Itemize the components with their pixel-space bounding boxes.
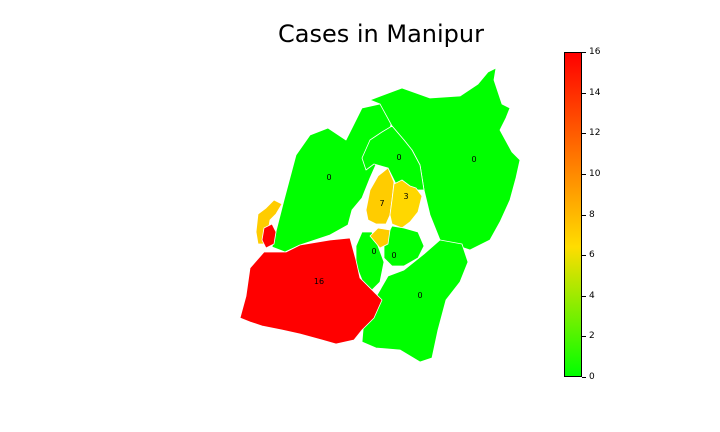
colorbar-tick-label: 10 [589,168,601,179]
district-chandel [361,239,469,363]
colorbar-tick: 12 [582,127,622,139]
colorbar-tick-label: 14 [589,87,601,98]
colorbar-tick: 8 [582,209,622,221]
colorbar-tick: 4 [582,290,622,302]
colorbar-tick-label: 8 [589,209,595,220]
district-imphal-west-exclave [369,227,391,249]
district-label-senapati: 0 [326,173,331,182]
district-churachandpur-exclave [261,223,277,249]
colorbar-tick-label: 4 [589,290,595,301]
colorbar: 0 2 4 6 8 10 12 14 16 [564,47,624,383]
district-jiribam [255,199,283,245]
district-label-kangpokpi: 0 [396,153,401,162]
colorbar-tick-label: 12 [589,128,601,139]
colorbar-tick: 14 [582,87,622,99]
colorbar-tick: 16 [582,46,622,58]
district-label-thoubal: 0 [391,251,396,260]
district-label-imphal-east: 3 [403,192,408,201]
district-label-ukhrul: 0 [471,155,476,164]
map-title: Cases in Manipur [278,20,484,48]
district-kangpokpi [361,125,425,191]
colorbar-tick: 0 [582,371,622,383]
district-label-chandel: 0 [417,291,422,300]
district-label-churachandpur: 16 [314,277,324,286]
colorbar-tick-label: 2 [589,331,595,342]
district-thoubal [383,225,425,267]
district-label-bishnupur: 0 [371,247,376,256]
colorbar-tick: 10 [582,168,622,180]
district-label-imphal-west: 7 [379,199,384,208]
colorbar-tick-label: 0 [589,372,595,382]
colorbar-tick: 6 [582,249,622,261]
colorbar-gradient [564,52,582,377]
district-senapati [271,103,393,253]
colorbar-tick-label: 16 [589,47,601,57]
district-churachandpur [239,237,383,345]
colorbar-tick: 2 [582,330,622,342]
district-imphal-east [389,179,423,229]
colorbar-tick-label: 6 [589,250,595,261]
